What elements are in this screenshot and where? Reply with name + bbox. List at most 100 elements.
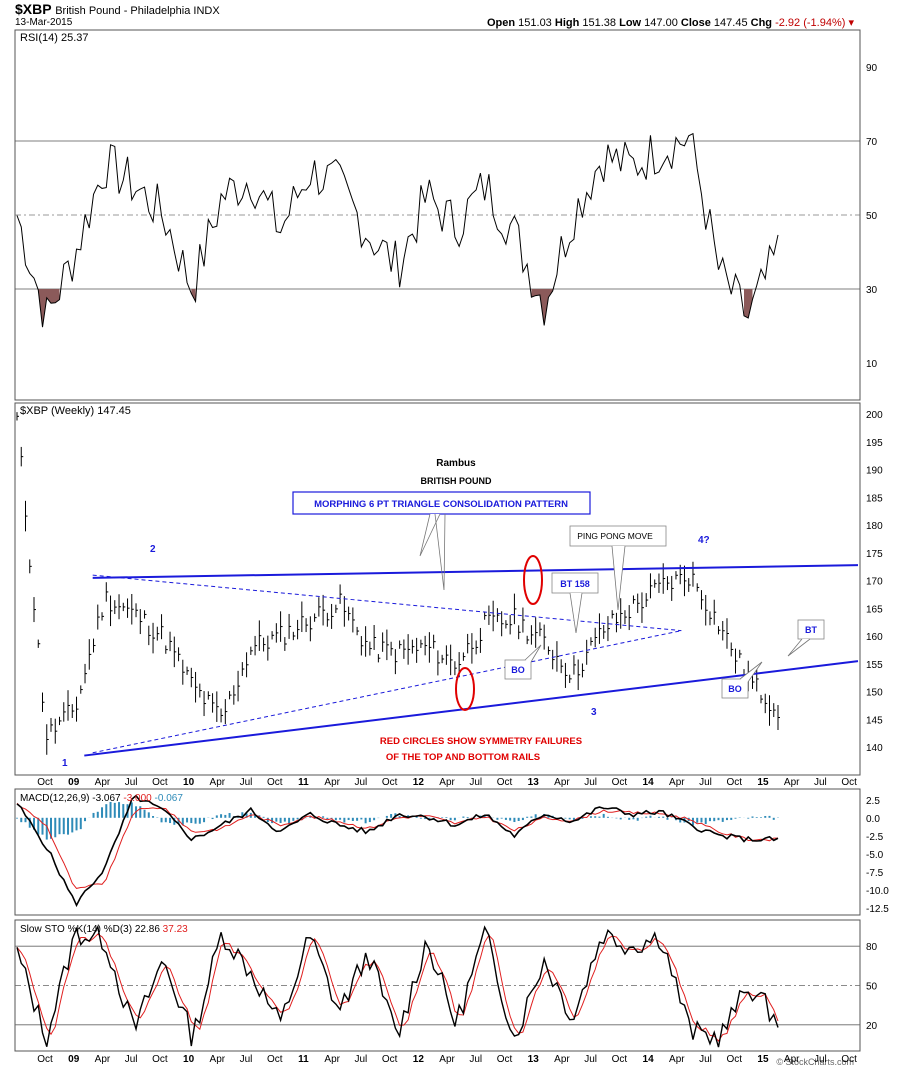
time-axis-label: 12 xyxy=(413,1054,425,1065)
red-circle-bottom xyxy=(456,668,474,710)
macd-ytick-label: 2.5 xyxy=(866,796,880,807)
price-ytick-label: 150 xyxy=(866,688,883,699)
time-axis-label: Oct xyxy=(267,777,283,788)
time-axis-label: Jul xyxy=(814,1054,827,1065)
bo2-callout-text: BO xyxy=(728,684,742,694)
time-axis-label: Oct xyxy=(152,777,168,788)
time-axis-label: Oct xyxy=(841,777,857,788)
macd-legend-v1: -3.067 xyxy=(92,793,121,804)
red-circle-top xyxy=(524,556,542,604)
chart-canvas: 1030507090 14014515015516016517017518018… xyxy=(0,0,900,1069)
time-axis-label: 13 xyxy=(528,777,540,788)
time-axis-label: Apr xyxy=(669,777,685,788)
time-axis-label: Jul xyxy=(584,777,597,788)
macd-ytick-label: 0.0 xyxy=(866,814,880,825)
time-axis-label: Jul xyxy=(240,777,253,788)
point-1-label: 1 xyxy=(62,758,68,769)
bt158-callout-text: BT 158 xyxy=(560,579,590,589)
chart-subtitle: BRITISH POUND xyxy=(420,476,492,486)
chart-title: Rambus xyxy=(436,458,476,469)
time-axis-label: Jul xyxy=(699,777,712,788)
ping-pong-callout-text: PING PONG MOVE xyxy=(577,531,653,541)
price-ytick-label: 195 xyxy=(866,438,883,449)
macd-layer: 2.5 0.0 -2.5 -5.0 -7.5 -10.0 -12.5 xyxy=(17,796,889,915)
rsi-layer: 10 30 50 70 90 xyxy=(15,63,878,370)
time-axis-label: Oct xyxy=(152,1054,168,1065)
time-axis-label: Jul xyxy=(584,1054,597,1065)
time-axis-label: 10 xyxy=(183,777,195,788)
price-legend: $XBP (Weekly) 147.45 xyxy=(20,405,131,417)
time-axis-label: Apr xyxy=(439,777,455,788)
time-axis-label: Oct xyxy=(612,1054,628,1065)
price-ytick-label: 190 xyxy=(866,466,883,477)
point-2-label: 2 xyxy=(150,544,156,555)
time-axis-label: Oct xyxy=(382,1054,398,1065)
time-axis-label: Apr xyxy=(324,777,340,788)
time-axis-label: Oct xyxy=(267,1054,283,1065)
macd-panel xyxy=(15,789,860,915)
rsi-line xyxy=(17,134,778,328)
time-axis-label: Jul xyxy=(699,1054,712,1065)
price-ytick-label: 140 xyxy=(866,743,883,754)
rsi-ytick-label: 10 xyxy=(866,359,878,370)
rsi-ytick-label: 30 xyxy=(866,285,878,296)
time-axis-label: Oct xyxy=(382,777,398,788)
point-3-label: 3 xyxy=(591,707,597,718)
pattern-callout-pointer xyxy=(420,514,440,556)
time-axis-label: 09 xyxy=(68,777,80,788)
macd-ytick-label: -10.0 xyxy=(866,886,889,897)
sto-layer: 20 50 80 xyxy=(15,927,878,1047)
rsi-ytick-label: 70 xyxy=(866,137,878,148)
macd-ytick-label: -7.5 xyxy=(866,868,884,879)
macd-ytick-label: -12.5 xyxy=(866,904,889,915)
macd-legend-v2: -3.000 xyxy=(123,793,152,804)
sto-legend: Slow STO %K(14) %D(3) 22.86 37.23 xyxy=(20,924,188,935)
macd-legend-v3: -0.067 xyxy=(155,793,184,804)
sto-legend-d: 37.23 xyxy=(163,924,188,935)
time-axis-label: 13 xyxy=(528,1054,540,1065)
time-axis-label: 11 xyxy=(298,1054,309,1065)
point-4-label: 4? xyxy=(698,535,710,546)
sto-ytick-label: 80 xyxy=(866,942,878,953)
price-ytick-label: 175 xyxy=(866,549,883,560)
ping-pong-pointer xyxy=(612,546,625,610)
time-axis-label: 09 xyxy=(68,1054,80,1065)
time-axis-label: Apr xyxy=(95,1054,111,1065)
price-ytick-label: 180 xyxy=(866,521,883,532)
price-ytick-label: 145 xyxy=(866,715,883,726)
trendline-top-rail xyxy=(93,565,858,578)
pattern-callout-pointer-2 xyxy=(435,514,445,590)
time-axis-label: 12 xyxy=(413,777,425,788)
time-axis-label: Apr xyxy=(439,1054,455,1065)
bo1-callout-text: BO xyxy=(511,665,525,675)
sto-legend-k: 22.86 xyxy=(135,924,160,935)
time-axis-label: Jul xyxy=(814,777,827,788)
time-axis-label: Oct xyxy=(497,1054,513,1065)
time-axis-label: Apr xyxy=(210,1054,226,1065)
time-axis-label: 10 xyxy=(183,1054,195,1065)
time-axis-label: Oct xyxy=(37,777,53,788)
sto-ytick-label: 50 xyxy=(866,982,878,993)
rsi-ytick-label: 90 xyxy=(866,63,878,74)
time-axis-label: Apr xyxy=(554,777,570,788)
bt-pointer xyxy=(788,639,810,656)
time-axis-label: Oct xyxy=(37,1054,53,1065)
price-ytick-label: 160 xyxy=(866,632,883,643)
price-ytick-label: 170 xyxy=(866,577,883,588)
bo1-pointer xyxy=(525,645,541,662)
time-axis-label: Jul xyxy=(469,1054,482,1065)
time-axis-label: Jul xyxy=(240,1054,253,1065)
pattern-callout-text: MORPHING 6 PT TRIANGLE CONSOLIDATION PAT… xyxy=(314,499,568,510)
time-axis-label: Apr xyxy=(784,1054,800,1065)
bt-callout-text: BT xyxy=(805,625,817,635)
rsi-ytick-label: 50 xyxy=(866,211,878,222)
macd-legend: MACD(12,26,9) -3.067 -3.000 -0.067 xyxy=(20,793,183,804)
price-ytick-label: 200 xyxy=(866,410,883,421)
time-axis-label: Oct xyxy=(841,1054,857,1065)
time-axis-label: Jul xyxy=(125,1054,138,1065)
price-ytick-label: 185 xyxy=(866,493,883,504)
time-axis-label: 15 xyxy=(757,777,769,788)
time-axis-label: 15 xyxy=(757,1054,769,1065)
macd-ytick-label: -2.5 xyxy=(866,832,884,843)
time-axis-label: Apr xyxy=(554,1054,570,1065)
